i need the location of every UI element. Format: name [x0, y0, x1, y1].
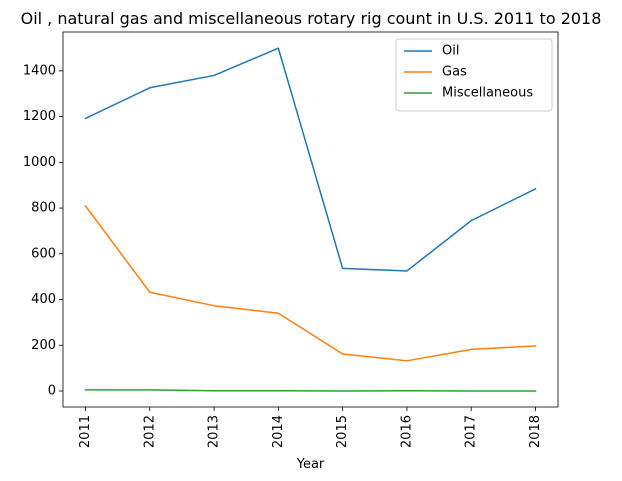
legend-label-gas: Gas: [442, 65, 467, 80]
y-tick-label: 600: [31, 246, 56, 261]
legend: Oil Gas Miscellaneous: [395, 38, 553, 112]
series-line-gas: [84, 204, 537, 362]
x-axis: 2011 2012 2013 2014 2015 2016 2017 2018: [78, 407, 543, 448]
x-tick-label: 2018: [528, 415, 543, 448]
y-tick-label: 800: [31, 201, 56, 216]
series-line-miscellaneous: [84, 389, 537, 392]
y-tick-label: 1400: [23, 63, 56, 78]
x-tick-label: 2012: [142, 415, 157, 448]
legend-label-oil: Oil: [442, 44, 459, 59]
legend-label-miscellaneous: Miscellaneous: [442, 86, 533, 101]
x-axis-label: Year: [296, 457, 325, 472]
plot-frame: [62, 31, 559, 408]
y-tick-label: 1000: [23, 155, 56, 170]
y-axis: 0 200 400 600 800 1000 1200 1400: [23, 63, 63, 398]
x-tick-label: 2013: [207, 415, 222, 448]
x-tick-label: 2015: [335, 415, 350, 448]
y-tick-label: 200: [31, 338, 56, 353]
x-tick-label: 2014: [271, 415, 286, 448]
x-tick-label: 2011: [78, 415, 93, 448]
chart-title: Oil , natural gas and miscellaneous rota…: [21, 9, 602, 28]
x-tick-label: 2017: [464, 415, 479, 448]
legend-box: [395, 38, 553, 112]
x-tick-label: 2016: [399, 415, 414, 448]
y-tick-label: 1200: [23, 109, 56, 124]
y-tick-label: 400: [31, 292, 56, 307]
series-line-oil: [84, 47, 537, 272]
y-tick-label: 0: [48, 383, 56, 398]
series-lines: [84, 47, 537, 392]
